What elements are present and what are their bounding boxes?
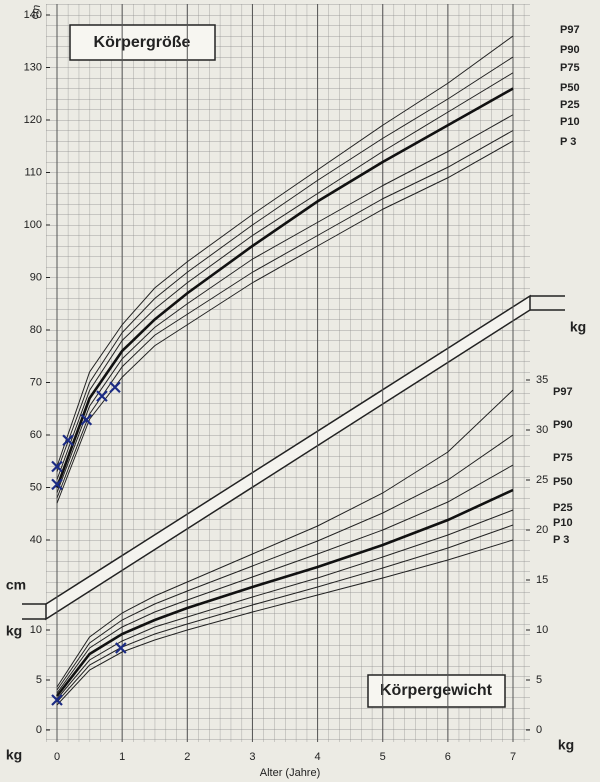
x-tick-label: 7 xyxy=(510,751,516,763)
measurement-cross xyxy=(62,434,74,447)
percentile-line xyxy=(55,488,514,697)
y-axis-label: kg xyxy=(6,747,22,763)
y-tick-label: 5 xyxy=(36,674,42,686)
legend-label: P 3 xyxy=(560,136,576,148)
x-tick-label: 4 xyxy=(315,751,321,763)
percentile-line xyxy=(56,509,514,700)
x-tick-label: 2 xyxy=(184,751,190,763)
x-tick-label: 5 xyxy=(380,751,386,763)
x-tick-label: 0 xyxy=(54,751,60,763)
percentile-line xyxy=(56,35,514,467)
chart-title: Körpergewicht xyxy=(380,682,493,699)
chart-title: Körpergröße xyxy=(94,34,191,51)
measurement-cross xyxy=(51,478,63,491)
y-tick-label: 110 xyxy=(24,166,42,178)
legend-label: P50 xyxy=(553,476,573,488)
percentile-line xyxy=(56,114,514,493)
y-tick-label: 10 xyxy=(30,624,42,636)
measurement-cross xyxy=(96,390,108,402)
y2-tick-label: 5 xyxy=(536,674,542,686)
percentile-line xyxy=(56,539,514,706)
y-tick-label: 40 xyxy=(30,534,42,546)
measurement-cross xyxy=(51,460,63,473)
percentile-line xyxy=(56,56,514,472)
legend-label: P97 xyxy=(560,24,580,36)
measurement-cross xyxy=(115,642,127,654)
percentile-line xyxy=(55,87,514,488)
y2-tick-label: 10 xyxy=(536,624,548,636)
y-tick-label: 60 xyxy=(30,429,42,441)
legend-label: P90 xyxy=(560,44,580,56)
measurement-cross xyxy=(80,413,93,426)
legend-label: P 3 xyxy=(553,534,569,546)
legend-label: P90 xyxy=(553,419,573,431)
legend-label: P25 xyxy=(553,502,573,514)
legend-label: P10 xyxy=(553,517,573,529)
y-tick-label: 130 xyxy=(24,61,42,73)
percentile-line xyxy=(56,140,514,504)
y-axis-label: cm xyxy=(6,577,26,593)
percentile-line xyxy=(56,389,514,688)
legend-label: P75 xyxy=(560,62,580,74)
legend-label: P50 xyxy=(560,82,580,94)
measurement-cross xyxy=(51,694,63,706)
y2-tick-label: 35 xyxy=(536,374,548,386)
y2-axis-label: kg xyxy=(558,737,574,753)
y2-tick-label: 30 xyxy=(536,424,548,436)
percentile-line xyxy=(56,130,514,499)
percentile-line xyxy=(56,72,514,480)
y-tick-label: 80 xyxy=(30,324,42,336)
y-tick-label: 140 xyxy=(24,9,42,21)
x-axis-label: Alter (Jahre) xyxy=(260,767,321,779)
percentile-line xyxy=(56,524,514,703)
legend-label: P10 xyxy=(560,116,580,128)
y-tick-label: 90 xyxy=(30,271,42,283)
y-tick-label: 70 xyxy=(30,376,42,388)
legend-label: P97 xyxy=(553,386,573,398)
percentile-line xyxy=(56,434,514,691)
grid xyxy=(46,4,530,742)
legend-label: P75 xyxy=(553,452,573,464)
measurement-cross xyxy=(109,381,121,394)
y-tick-label: 0 xyxy=(36,724,42,736)
percentile-line xyxy=(56,464,514,694)
y2-tick-label: 0 xyxy=(536,724,542,736)
y-tick-label: 50 xyxy=(30,481,42,493)
y2-tick-label: 15 xyxy=(536,574,548,586)
legend-label: P25 xyxy=(560,99,580,111)
x-tick-label: 6 xyxy=(445,751,451,763)
y-axis-label: cm xyxy=(29,4,43,21)
y2-tick-label: 20 xyxy=(536,524,548,536)
y-tick-label: 120 xyxy=(24,114,42,126)
title-box xyxy=(367,674,506,708)
x-tick-label: 3 xyxy=(249,751,255,763)
x-tick-label: 1 xyxy=(119,751,125,763)
y-axis-label: kg xyxy=(6,623,22,639)
y-tick-label: 100 xyxy=(24,219,42,231)
title-box xyxy=(69,24,216,61)
y2-axis-label: kg xyxy=(570,319,586,335)
y2-tick-label: 25 xyxy=(536,474,548,486)
